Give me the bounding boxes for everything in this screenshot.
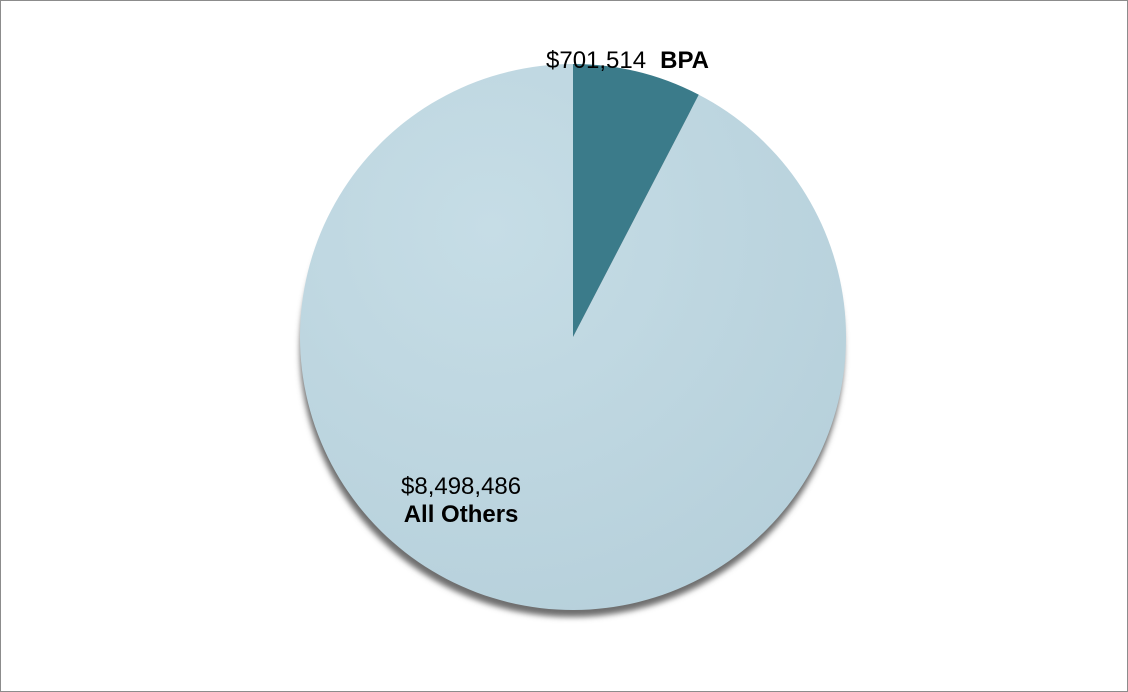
data-label-all-others: $8,498,486 All Others: [401, 473, 521, 529]
data-label-bpa-value: $701,514: [546, 47, 647, 74]
data-label-all-others-value: $8,498,486: [401, 473, 522, 500]
pie-slice-all-others: [300, 64, 847, 610]
data-label-bpa-name: BPA: [660, 47, 709, 74]
data-label-all-others-name: All Others: [403, 501, 519, 528]
pie-slice-bpa: [573, 64, 699, 337]
data-label-bpa: $701,514 BPA: [546, 47, 709, 75]
